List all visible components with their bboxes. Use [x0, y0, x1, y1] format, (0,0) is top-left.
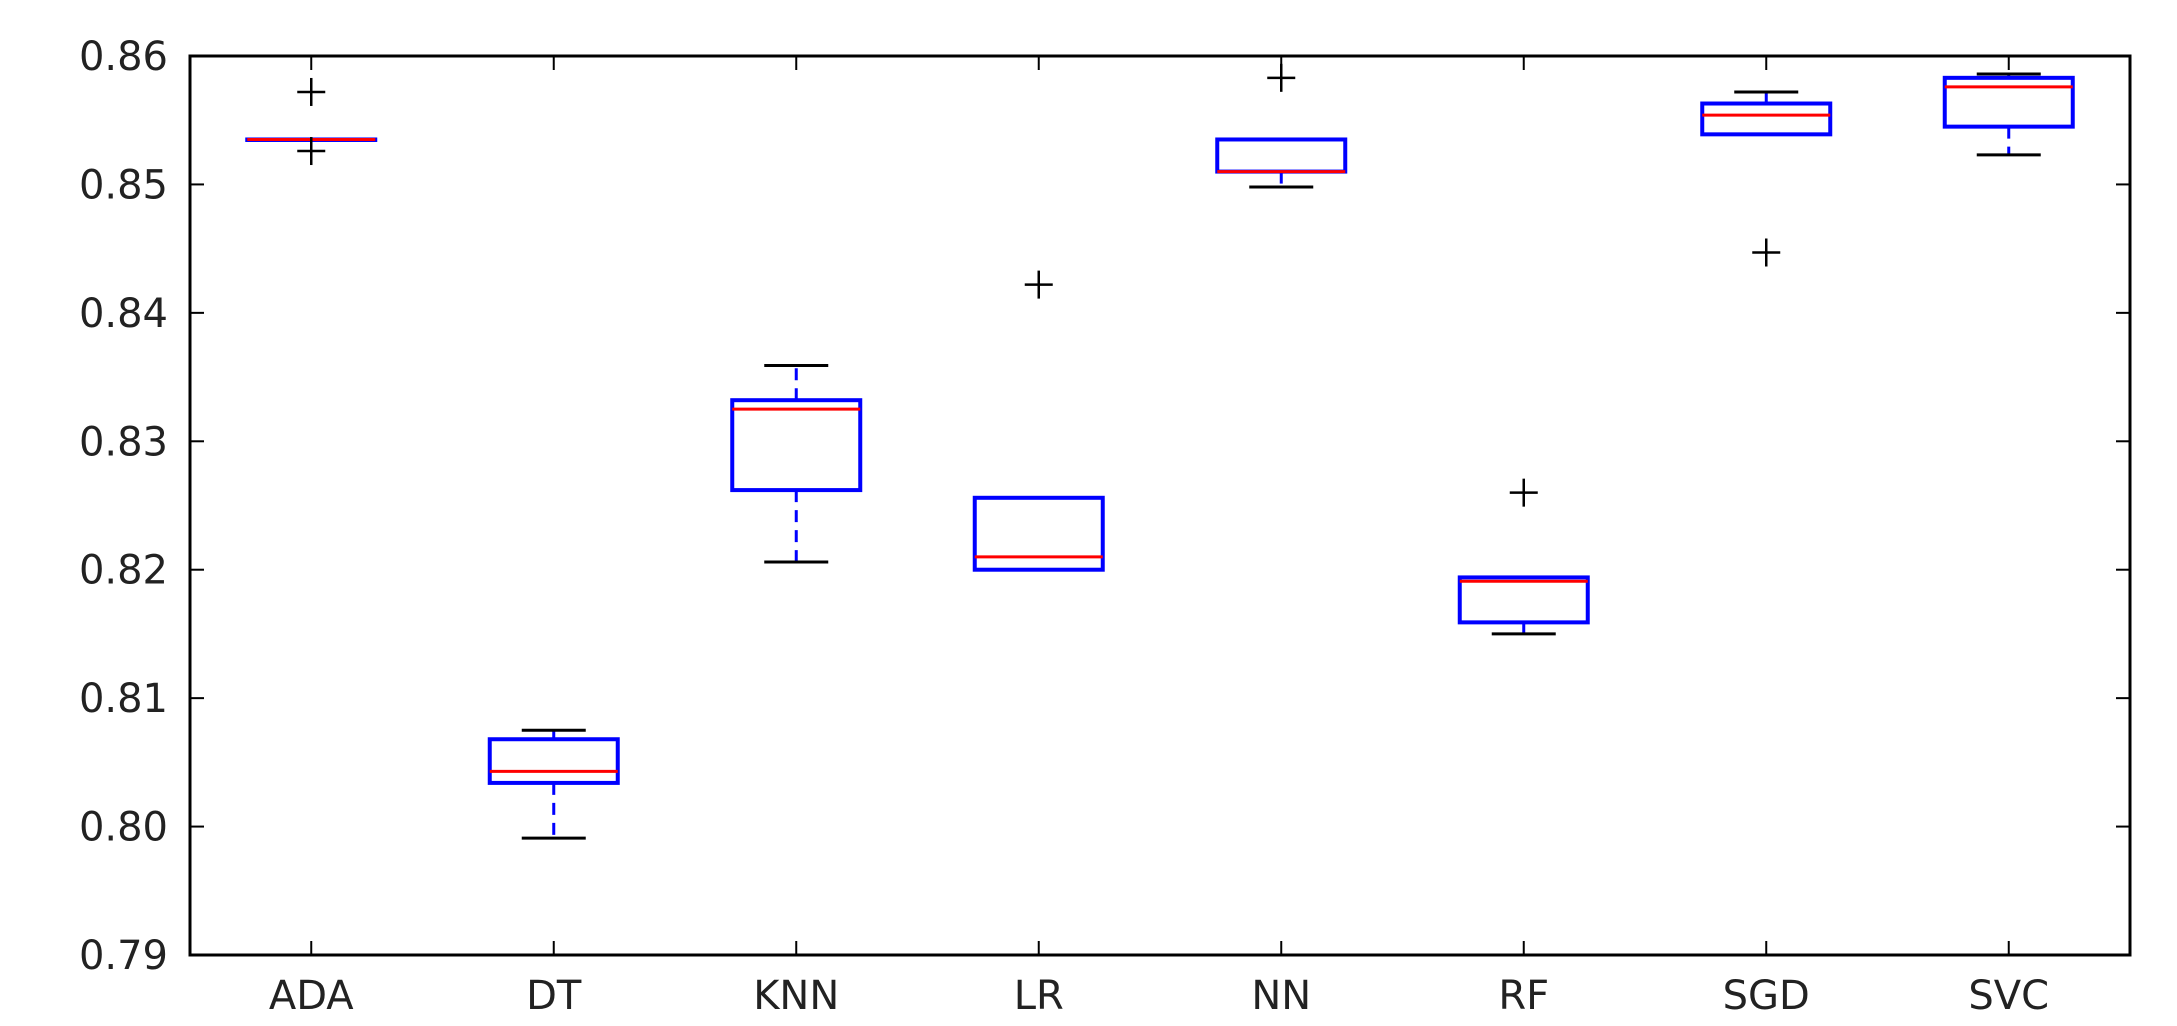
- flier-marker: [1509, 478, 1538, 507]
- plot-frame: [188, 54, 2132, 957]
- y-tick-label: 0.83: [79, 419, 168, 465]
- y-tick-label: 0.79: [79, 933, 168, 979]
- box-lr: [972, 270, 1105, 572]
- flier-marker: [1024, 270, 1053, 299]
- iqr-box: [1942, 75, 2075, 129]
- iqr-box: [487, 737, 620, 785]
- y-axis: 0.79 0.80 0.81 0.82 0.83 0.84 0.85 0.86: [79, 34, 2130, 979]
- y-tick-label: 0.84: [79, 291, 168, 337]
- box-ada: [245, 77, 378, 166]
- iqr-box: [1700, 101, 1833, 137]
- flier-marker: [297, 137, 326, 166]
- x-tick-label: RF: [1498, 973, 1549, 1019]
- x-tick-label: ADA: [269, 973, 354, 1019]
- iqr-box: [1215, 137, 1348, 174]
- iqr-box: [972, 495, 1105, 572]
- iqr-box: [730, 398, 863, 493]
- box-dt: [487, 728, 620, 840]
- x-tick-label: SGD: [1723, 973, 1810, 1019]
- plot-marks: [245, 63, 2075, 840]
- x-tick-label: DT: [526, 973, 582, 1019]
- box-nn: [1215, 63, 1348, 189]
- x-tick-label: NN: [1251, 973, 1311, 1019]
- x-tick-label: SVC: [1968, 973, 2049, 1019]
- box-sgd: [1700, 90, 1833, 267]
- flier-marker: [297, 77, 326, 106]
- y-tick-label: 0.86: [79, 34, 168, 80]
- y-tick-label: 0.81: [79, 676, 168, 722]
- y-tick-label: 0.82: [79, 548, 168, 594]
- x-axis: ADA DT KNN LR NN RF SGD SVC: [269, 56, 2049, 1019]
- box-knn: [730, 364, 863, 564]
- box-rf: [1457, 478, 1590, 636]
- x-tick-label: LR: [1014, 973, 1064, 1019]
- y-tick-label: 0.80: [79, 805, 168, 851]
- box-svc: [1942, 72, 2075, 157]
- x-tick-label: KNN: [753, 973, 839, 1019]
- flier-marker: [1752, 238, 1781, 267]
- y-tick-label: 0.85: [79, 162, 168, 208]
- iqr-box: [1457, 575, 1590, 625]
